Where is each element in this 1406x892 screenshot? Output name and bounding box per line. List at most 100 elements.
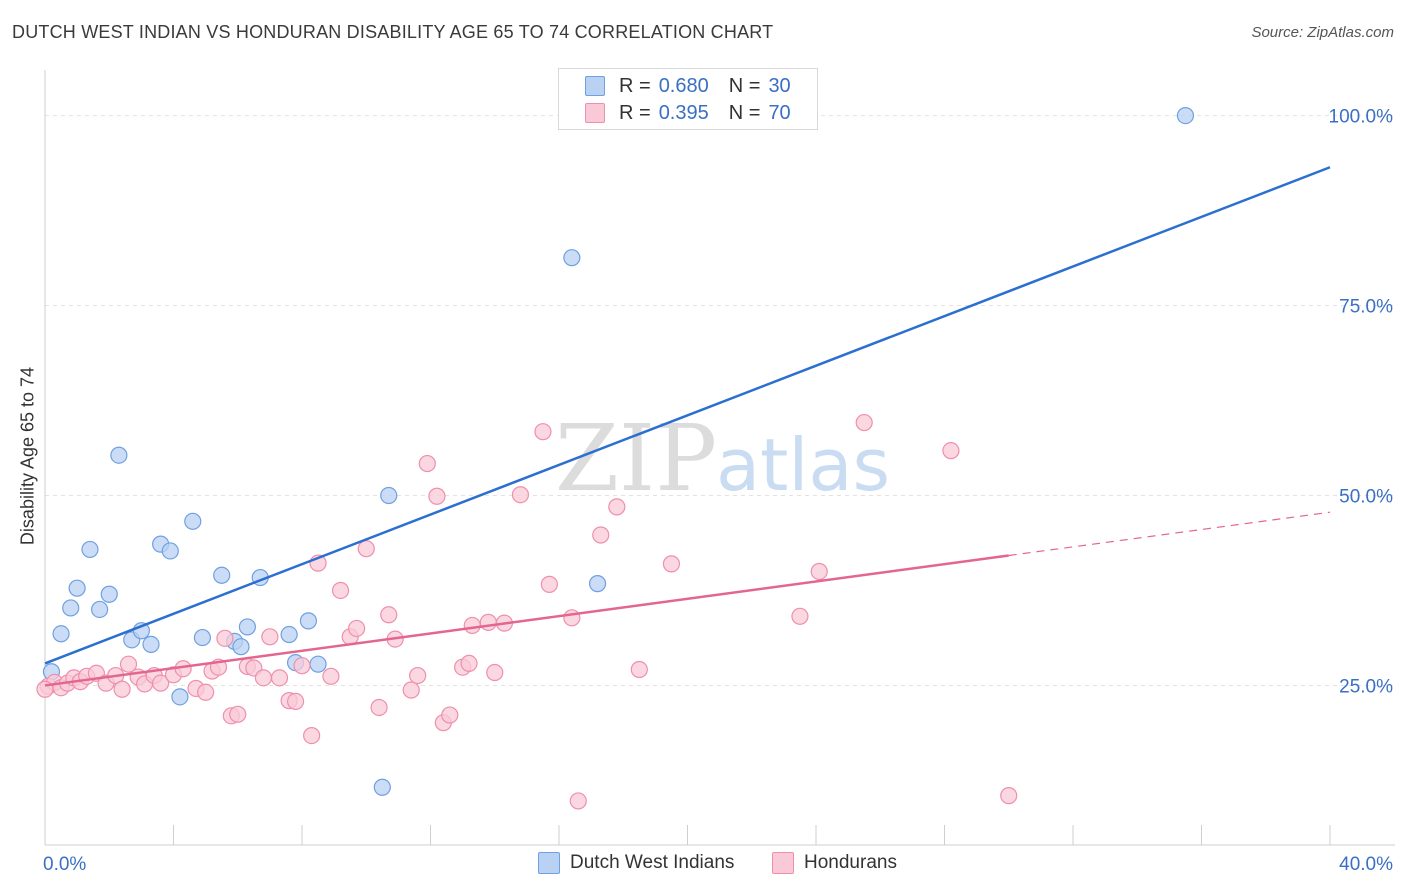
data-point bbox=[630, 660, 648, 679]
data-point bbox=[331, 581, 350, 600]
data-point bbox=[238, 618, 256, 636]
data-point bbox=[563, 609, 581, 627]
watermark-atlas: atlas bbox=[716, 423, 890, 507]
y-axis-label: Disability Age 65 to 74 bbox=[17, 366, 38, 546]
data-point bbox=[409, 666, 427, 685]
data-point bbox=[428, 487, 446, 505]
series-dutch-west-indians bbox=[42, 106, 1195, 796]
data-point bbox=[113, 680, 131, 698]
trend-line bbox=[44, 554, 1009, 687]
data-point bbox=[479, 613, 497, 631]
legend-label-hondurans: Hondurans bbox=[804, 852, 897, 873]
data-point bbox=[380, 486, 398, 505]
legend-n-value: 70 bbox=[768, 101, 791, 124]
data-point bbox=[1000, 787, 1018, 805]
data-point bbox=[563, 249, 581, 267]
legend-n-label: N = bbox=[728, 101, 761, 124]
data-point bbox=[348, 619, 366, 638]
data-point bbox=[380, 606, 398, 624]
data-point bbox=[254, 669, 273, 687]
data-point bbox=[402, 681, 420, 699]
legend-r-label: R = bbox=[619, 101, 651, 124]
data-point bbox=[309, 655, 327, 673]
data-point bbox=[942, 442, 960, 460]
data-point bbox=[68, 579, 86, 597]
chart-source: Source: ZipAtlas.com bbox=[1251, 24, 1394, 41]
watermark: ZIP atlas bbox=[555, 405, 890, 512]
legend-item-dutch-west-indians[interactable]: Dutch West Indians bbox=[538, 852, 734, 874]
stats-legend: R = 0.680 N = 30 R = 0.395 N = 70 bbox=[558, 68, 818, 130]
data-point bbox=[1176, 106, 1195, 125]
y-tick-label: 100.0% bbox=[1329, 107, 1394, 128]
data-point bbox=[161, 542, 179, 560]
data-point bbox=[280, 625, 298, 644]
data-point bbox=[357, 540, 375, 558]
tick-labels: 25.0% 50.0% 75.0% 100.0% 0.0% 40.0% bbox=[43, 107, 1393, 875]
data-point bbox=[119, 655, 138, 673]
series-hondurans bbox=[36, 413, 1018, 810]
data-point bbox=[193, 628, 212, 647]
data-point bbox=[152, 674, 170, 692]
data-point bbox=[229, 705, 247, 723]
data-point bbox=[100, 585, 118, 603]
legend-swatch-pink bbox=[772, 852, 794, 874]
chart-title: DUTCH WEST INDIAN VS HONDURAN DISABILITY… bbox=[12, 22, 774, 42]
x-tick-label: 0.0% bbox=[43, 854, 86, 875]
data-point bbox=[91, 600, 109, 619]
legend-row-dutch-west-indians: R = 0.680 N = 30 bbox=[585, 74, 791, 98]
data-point bbox=[81, 540, 99, 559]
data-point bbox=[171, 688, 189, 706]
data-point bbox=[110, 446, 128, 464]
grid-lines bbox=[45, 115, 1395, 686]
data-point bbox=[261, 628, 279, 646]
data-point bbox=[299, 612, 318, 630]
legend-n-label: N = bbox=[728, 74, 761, 97]
legend-swatch-pink bbox=[585, 103, 605, 123]
legend-item-hondurans[interactable]: Hondurans bbox=[772, 852, 897, 874]
axes bbox=[44, 70, 1395, 846]
data-point bbox=[463, 616, 481, 635]
data-point bbox=[322, 667, 340, 685]
data-point bbox=[592, 526, 610, 544]
x-tick-label: 40.0% bbox=[1339, 854, 1393, 875]
data-point bbox=[197, 683, 215, 701]
legend-label-dutch-west-indians: Dutch West Indians bbox=[570, 852, 735, 873]
data-point bbox=[540, 575, 558, 593]
data-point bbox=[486, 663, 504, 682]
legend-swatch-blue bbox=[538, 852, 560, 874]
data-point bbox=[293, 657, 311, 675]
data-point bbox=[608, 498, 626, 516]
data-point bbox=[232, 638, 250, 656]
data-point bbox=[418, 454, 436, 473]
data-point bbox=[52, 625, 70, 643]
data-point bbox=[460, 654, 478, 673]
legend-r-value: 0.395 bbox=[658, 101, 709, 124]
data-point bbox=[662, 555, 681, 573]
data-point bbox=[142, 635, 160, 654]
legend-r-value: 0.680 bbox=[658, 74, 709, 97]
y-tick-label: 25.0% bbox=[1339, 676, 1393, 697]
data-point bbox=[62, 599, 80, 617]
data-point bbox=[441, 706, 459, 724]
data-point bbox=[791, 607, 809, 625]
data-point bbox=[303, 726, 321, 745]
data-point bbox=[569, 792, 587, 810]
legend-n-value: 30 bbox=[768, 74, 791, 97]
data-point bbox=[855, 413, 873, 432]
data-point bbox=[370, 698, 388, 717]
data-point bbox=[810, 562, 828, 581]
data-point bbox=[286, 692, 305, 710]
y-tick-label: 50.0% bbox=[1339, 486, 1393, 507]
data-point bbox=[534, 423, 552, 441]
data-point bbox=[216, 629, 234, 647]
trend-line bbox=[44, 166, 1331, 665]
watermark-zip: ZIP bbox=[555, 405, 717, 512]
trend-lines bbox=[44, 166, 1331, 687]
trend-line-extension bbox=[1008, 511, 1331, 557]
legend-swatch-blue bbox=[585, 76, 605, 96]
y-tick-label: 75.0% bbox=[1339, 297, 1393, 318]
data-point bbox=[184, 512, 202, 530]
data-point bbox=[213, 566, 231, 584]
data-point bbox=[270, 669, 289, 687]
